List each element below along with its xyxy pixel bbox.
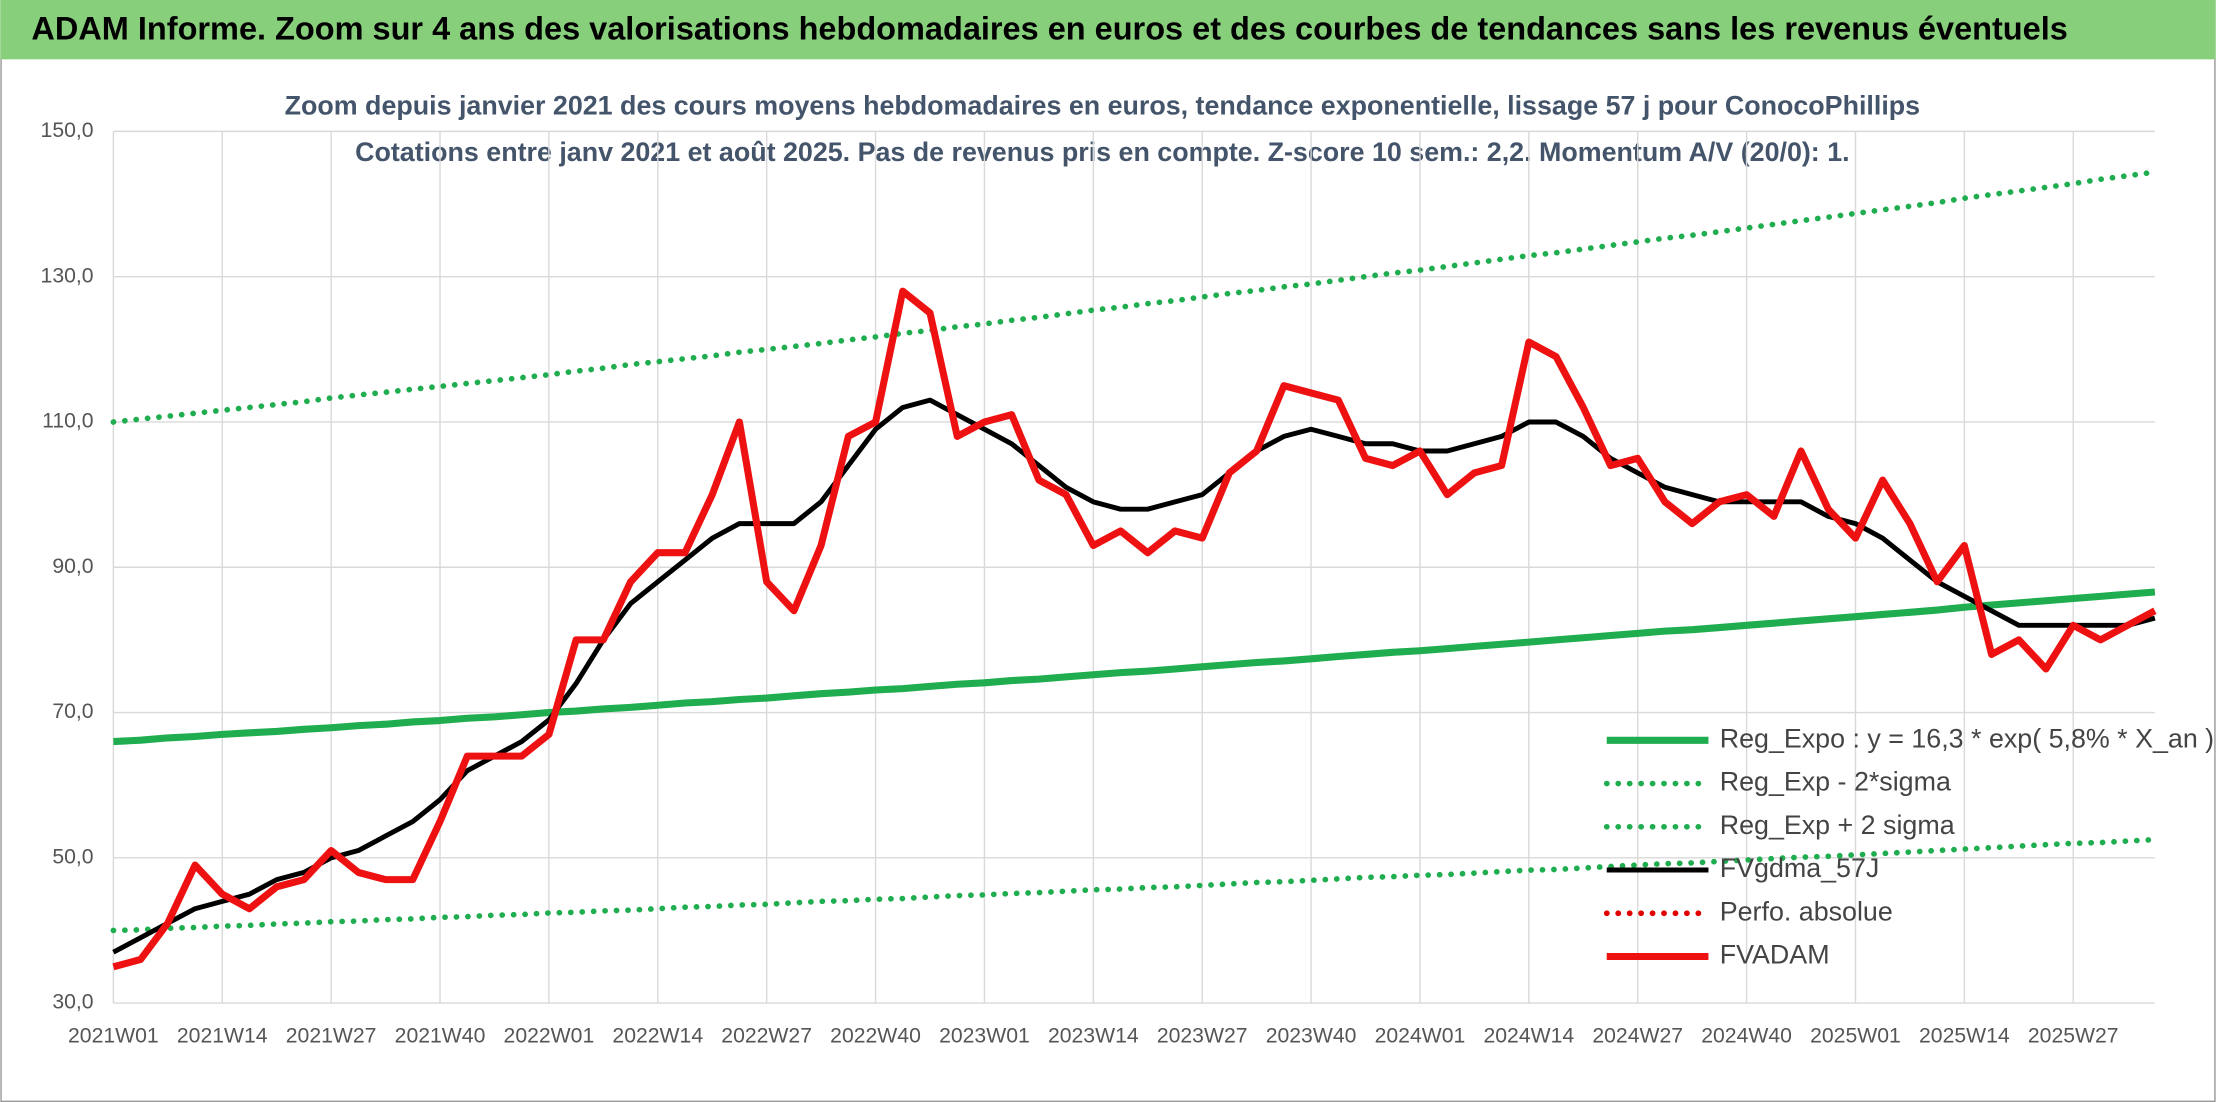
x-tick-label: 2023W14	[1048, 1025, 1139, 1048]
legend-label: Perfo. absolue	[1720, 896, 1893, 926]
x-tick-label: 2021W01	[68, 1025, 159, 1048]
chart-title: ADAM Informe. Zoom sur 4 ans des valoris…	[31, 11, 2067, 47]
x-tick-label: 2023W27	[1157, 1025, 1248, 1048]
y-tick-label: 130,0	[41, 264, 94, 287]
x-tick-label: 2022W27	[721, 1025, 812, 1048]
y-tick-label: 90,0	[52, 555, 93, 578]
x-tick-label: 2023W01	[939, 1025, 1030, 1048]
legend-label: Reg_Exp - 2*sigma	[1720, 767, 1951, 797]
series-line	[113, 588, 2156, 746]
chart-subtitle: Zoom depuis janvier 2021 des cours moyen…	[285, 90, 1921, 120]
chart-subtitle: Cotations entre janv 2021 et août 2025. …	[355, 137, 1849, 167]
x-tick-label: 2025W01	[1810, 1025, 1901, 1048]
x-tick-label: 2022W14	[612, 1025, 703, 1048]
legend-label: FVgdma_57J	[1720, 853, 1880, 883]
y-tick-label: 150,0	[41, 119, 94, 142]
x-tick-label: 2021W14	[177, 1025, 268, 1048]
legend-label: Reg_Exp + 2 sigma	[1720, 810, 1955, 840]
x-tick-label: 2021W27	[286, 1025, 377, 1048]
y-tick-label: 50,0	[52, 845, 93, 868]
x-tick-label: 2024W14	[1483, 1025, 1574, 1048]
x-tick-label: 2021W40	[395, 1025, 486, 1048]
x-tick-label: 2022W01	[504, 1025, 595, 1048]
x-tick-label: 2025W27	[2028, 1025, 2119, 1048]
x-tick-label: 2024W27	[1592, 1025, 1683, 1048]
legend-label: FVADAM	[1720, 940, 1830, 970]
y-tick-label: 30,0	[52, 991, 93, 1014]
x-tick-label: 2023W40	[1266, 1025, 1357, 1048]
x-tick-label: 2025W14	[1919, 1025, 2010, 1048]
x-tick-label: 2022W40	[830, 1025, 921, 1048]
x-tick-label: 2024W40	[1701, 1025, 1792, 1048]
series-line	[110, 836, 2158, 934]
x-tick-label: 2024W01	[1375, 1025, 1466, 1048]
series-line	[110, 169, 2158, 425]
header	[0, 0, 2216, 60]
series-line	[112, 287, 2157, 971]
legend-label: Reg_Expo : y = 16,3 * exp( 5,8% * X_an )	[1720, 723, 2214, 753]
y-tick-label: 110,0	[42, 410, 93, 433]
y-tick-label: 70,0	[52, 700, 93, 723]
